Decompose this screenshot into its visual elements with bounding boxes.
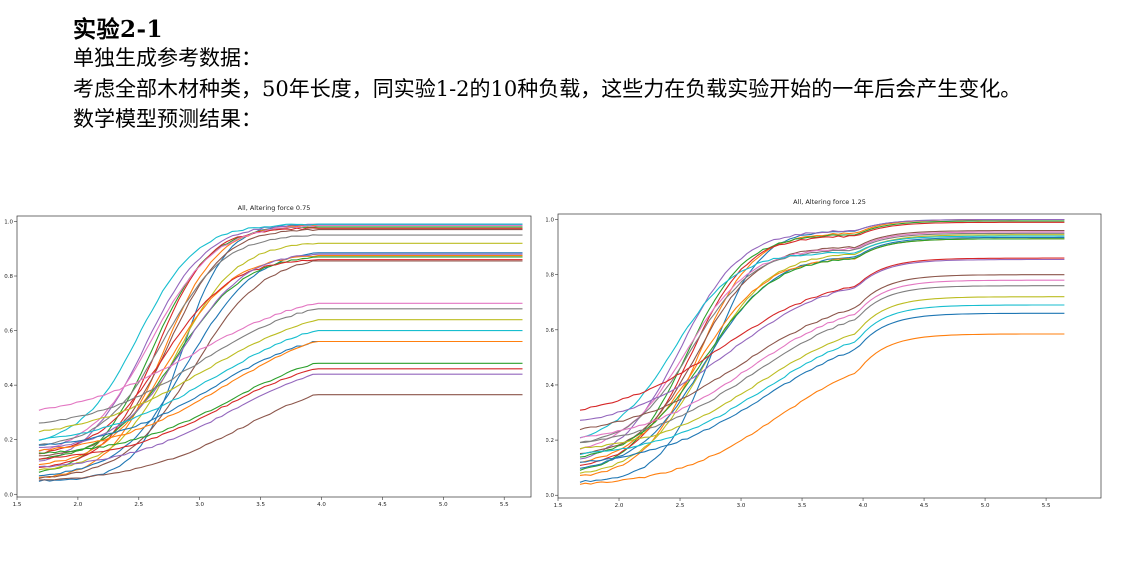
x-tick-label: 4.5	[920, 503, 929, 509]
series-line	[38, 302, 523, 411]
y-tick-label: 0.0	[546, 493, 554, 499]
series-line	[579, 238, 1065, 464]
series-line	[38, 242, 523, 471]
experiment-heading: 实验2-1	[73, 16, 164, 43]
series-line	[579, 279, 1065, 439]
series-line	[38, 223, 523, 441]
x-tick-label: 5.0	[439, 502, 448, 508]
x-tick-label: 5.5	[500, 502, 509, 508]
chart-altering-force-0-75: All, Altering force 0.75 1.5 2.0 2.5 3.0 3.5 4…	[4, 204, 532, 508]
x-tick-label: 2.5	[676, 503, 685, 509]
series-line	[38, 255, 523, 466]
x-tick-label: 2.5	[134, 502, 143, 508]
series-line	[579, 285, 1065, 444]
x-tick-label: 2.0	[74, 502, 83, 508]
series-line	[38, 260, 523, 480]
x-tick-label: 1.5	[13, 502, 22, 508]
y-tick-label: 1.0	[4, 219, 13, 225]
series-line	[38, 330, 523, 441]
description-line-3: 数学模型预测结果：	[73, 107, 262, 131]
description-line-1: 单独生成参考数据：	[73, 46, 262, 70]
x-tick-label: 1.5	[554, 503, 563, 509]
chart-altering-force-1-25: All, Altering force 1.25 1.5 2.0 2.5 3.0 3.5 4…	[546, 198, 1102, 509]
series-line	[38, 308, 523, 424]
y-tick-label: 0.6	[4, 329, 13, 335]
x-tick-label: 4.5	[378, 502, 387, 508]
series-line	[38, 234, 523, 446]
plot-frame	[557, 213, 1102, 499]
y-tick-label: 0.8	[4, 274, 13, 280]
chart-title: All, Altering force 0.75	[238, 204, 311, 212]
series-line	[38, 256, 523, 460]
series-line	[38, 362, 523, 454]
series-line	[579, 232, 1065, 443]
series-line	[38, 319, 523, 433]
series-line	[38, 224, 523, 452]
y-tick-label: 1.0	[546, 218, 554, 224]
series-line	[579, 274, 1065, 431]
series-line	[579, 230, 1065, 455]
description-line-2: 考虑全部木材种类，50年长度，同实验1-2的10种负载，这些力在负载实验开始的一…	[73, 77, 1022, 101]
series-line	[579, 312, 1065, 463]
x-tick-label: 5.5	[1042, 503, 1051, 509]
series-line	[579, 218, 1065, 483]
series-line	[579, 238, 1065, 458]
series-line	[579, 231, 1065, 450]
series-line	[38, 340, 523, 452]
series-line	[579, 234, 1065, 474]
chart-title: All, Altering force 1.25	[793, 198, 866, 206]
series-line	[579, 304, 1065, 456]
y-tick-label: 0.6	[546, 328, 554, 334]
series-line	[38, 253, 523, 448]
plot-frame	[16, 215, 532, 498]
series-line	[579, 236, 1065, 469]
y-tick-label: 0.4	[546, 383, 554, 389]
x-tick-label: 3.0	[737, 503, 746, 509]
x-tick-label: 3.0	[195, 502, 204, 508]
series-line	[579, 258, 1065, 421]
series-line	[579, 296, 1065, 450]
x-tick-label: 3.5	[798, 503, 807, 509]
series-line	[38, 252, 523, 477]
x-tick-label: 4.0	[859, 503, 868, 509]
y-tick-label: 0.4	[4, 383, 13, 389]
series-line	[579, 220, 1065, 471]
series-line	[579, 257, 1065, 411]
y-tick-label: 0.2	[4, 438, 13, 444]
series-line	[579, 218, 1065, 460]
x-tick-label: 4.0	[317, 502, 326, 508]
series-line	[38, 368, 523, 460]
x-tick-label: 2.0	[615, 503, 624, 509]
x-tick-label: 3.5	[256, 502, 265, 508]
series-line	[38, 373, 523, 468]
series-line	[38, 394, 523, 481]
series-line	[38, 259, 523, 455]
x-tick-label: 5.0	[981, 503, 990, 509]
y-tick-label: 0.2	[546, 438, 554, 444]
y-tick-label: 0.0	[4, 492, 13, 498]
y-tick-label: 0.8	[546, 273, 554, 279]
series-line	[579, 235, 1065, 439]
series-line	[579, 333, 1065, 485]
